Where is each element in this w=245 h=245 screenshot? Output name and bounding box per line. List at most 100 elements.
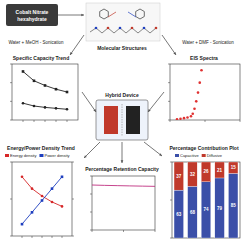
chart-title: Percentage Contribution Plot (169, 145, 239, 151)
x-tick (32, 236, 33, 238)
arrow (122, 142, 123, 163)
x-tick (22, 236, 23, 238)
marks (21, 176, 64, 226)
x-tick (34, 120, 35, 122)
bar-segment (174, 190, 184, 238)
arrow-head (70, 52, 73, 55)
bar-segment (174, 162, 184, 190)
marker (195, 100, 198, 103)
y-tick (90, 194, 92, 195)
label: Cobalt Nitrate (16, 9, 49, 15)
bond (108, 12, 116, 17)
arrow (84, 142, 100, 158)
x-tick (62, 236, 63, 238)
marker (33, 105, 36, 108)
marks (92, 185, 155, 186)
arrow (70, 35, 84, 55)
y-tick (10, 199, 12, 200)
chart-title: Percentage Retention Capacity (85, 166, 159, 172)
x-tick (123, 230, 124, 232)
atom (143, 27, 146, 30)
marks (176, 69, 203, 120)
y-tick (10, 120, 12, 121)
x-tick (45, 120, 46, 122)
marker (31, 211, 34, 214)
data-label: 15 (231, 165, 237, 170)
x-tick (42, 236, 43, 238)
data-label: 63 (176, 212, 182, 217)
series-line (22, 177, 62, 207)
series-line (23, 71, 67, 92)
labels: 63687479853732262115CapacitiveDiffusive (175, 153, 236, 217)
arrow-head (148, 109, 151, 112)
arrow-head (81, 14, 84, 17)
chart-title: Energy/Power Density Trend (7, 145, 75, 151)
marker (44, 84, 47, 87)
y2-tick (72, 199, 74, 200)
series-line (23, 103, 67, 109)
label: Water + MeOH - Sonication (9, 40, 64, 45)
x-tick (67, 120, 68, 122)
marker (41, 199, 44, 202)
chart-title: EIS Spectra (190, 55, 218, 61)
arrow-head (93, 109, 96, 112)
bar-segment (188, 162, 198, 186)
chart: Percentage Retention Capacity (85, 166, 159, 232)
plot-frame (12, 64, 78, 120)
x-tick (155, 230, 156, 232)
marker (193, 108, 196, 111)
marker (51, 187, 54, 190)
marker (61, 176, 64, 179)
arrow (82, 92, 96, 112)
data-label: 32 (190, 172, 196, 177)
marker (183, 117, 186, 120)
bar-segment (201, 182, 211, 238)
y-tick (168, 82, 170, 83)
y-tick (10, 64, 12, 65)
arrow-head (159, 153, 162, 156)
legend-entry: Energy density (10, 153, 36, 158)
x-tick (56, 120, 57, 122)
y-tick (10, 82, 12, 83)
bond (128, 12, 136, 17)
y-tick (170, 162, 172, 163)
chart: EIS Spectra (168, 55, 240, 122)
label: hexahydrate (17, 16, 47, 22)
label: Water + DMF - Sonication (182, 40, 234, 45)
marker (186, 116, 189, 119)
marker (41, 195, 44, 198)
arrow (144, 142, 162, 156)
data-label: 85 (231, 203, 237, 208)
atom (119, 27, 122, 30)
marker (66, 108, 69, 111)
plot-frame (12, 162, 72, 236)
legend-entry: Power density (44, 153, 69, 158)
marker (55, 107, 58, 110)
marker (66, 91, 69, 94)
y2-tick (72, 236, 74, 237)
marker (51, 201, 54, 204)
legend-entry: Diffusive (207, 153, 223, 158)
legend-swatch (175, 154, 179, 157)
data-label: 37 (176, 174, 182, 179)
plot-frame (92, 176, 155, 230)
marker (22, 102, 25, 105)
x-tick (205, 120, 206, 122)
marker (44, 106, 47, 109)
marker (31, 187, 34, 190)
y-tick (10, 236, 12, 237)
marker (198, 81, 201, 84)
series-line (22, 177, 62, 224)
marker (191, 112, 194, 115)
electrode-negative (126, 106, 140, 134)
ring (136, 9, 145, 19)
marker (22, 70, 25, 73)
bar-segment (215, 162, 225, 178)
marker (197, 91, 200, 94)
label: Molecular Structures (97, 45, 147, 51)
legend-swatch (202, 154, 206, 157)
y-tick (90, 230, 92, 231)
marker (179, 117, 182, 120)
marker (61, 205, 64, 208)
arrow (58, 15, 84, 16)
